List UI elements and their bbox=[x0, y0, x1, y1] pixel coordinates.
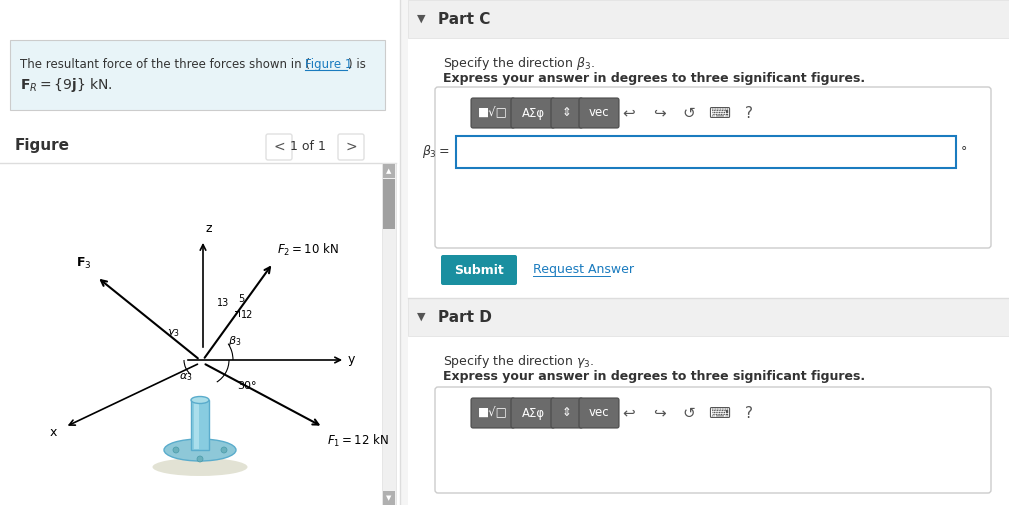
FancyBboxPatch shape bbox=[383, 164, 395, 178]
Text: Request Answer: Request Answer bbox=[533, 264, 634, 277]
FancyBboxPatch shape bbox=[471, 398, 515, 428]
FancyBboxPatch shape bbox=[408, 336, 1009, 505]
FancyBboxPatch shape bbox=[10, 40, 385, 110]
Text: ?: ? bbox=[745, 406, 753, 421]
Text: vec: vec bbox=[588, 107, 609, 120]
Text: °: ° bbox=[961, 145, 968, 159]
Text: ↪: ↪ bbox=[653, 406, 665, 421]
Text: 5: 5 bbox=[238, 294, 244, 304]
Text: ⌨: ⌨ bbox=[708, 406, 730, 421]
Text: ⌨: ⌨ bbox=[708, 106, 730, 121]
Text: Figure 1: Figure 1 bbox=[305, 58, 352, 71]
Text: 30°: 30° bbox=[237, 381, 256, 391]
FancyBboxPatch shape bbox=[441, 255, 517, 285]
Text: vec: vec bbox=[588, 407, 609, 420]
Text: $\beta_3$: $\beta_3$ bbox=[228, 334, 241, 348]
Text: 1 of 1: 1 of 1 bbox=[290, 140, 326, 154]
Text: z: z bbox=[205, 222, 212, 235]
Text: ▲: ▲ bbox=[386, 168, 391, 174]
Text: <: < bbox=[273, 140, 285, 154]
Text: ▼: ▼ bbox=[386, 495, 391, 501]
FancyBboxPatch shape bbox=[551, 98, 583, 128]
FancyBboxPatch shape bbox=[408, 38, 1009, 298]
Text: $\mathbf{F}_3$: $\mathbf{F}_3$ bbox=[77, 256, 92, 271]
Circle shape bbox=[221, 447, 227, 453]
FancyBboxPatch shape bbox=[435, 87, 991, 248]
Text: Part D: Part D bbox=[438, 310, 491, 325]
Text: $\beta_3 =$: $\beta_3 =$ bbox=[423, 143, 450, 161]
Text: ?: ? bbox=[745, 106, 753, 121]
Text: ΑΣφ: ΑΣφ bbox=[522, 107, 545, 120]
Text: $\gamma_3$: $\gamma_3$ bbox=[167, 327, 180, 339]
Text: $F_2 = 10$ kN: $F_2 = 10$ kN bbox=[277, 242, 339, 258]
FancyBboxPatch shape bbox=[511, 398, 555, 428]
Text: $F_1 = 12$ kN: $F_1 = 12$ kN bbox=[327, 433, 388, 449]
Text: Express your answer in degrees to three significant figures.: Express your answer in degrees to three … bbox=[443, 72, 865, 85]
Text: Specify the direction $\gamma_3$.: Specify the direction $\gamma_3$. bbox=[443, 353, 594, 370]
Ellipse shape bbox=[191, 396, 209, 403]
FancyBboxPatch shape bbox=[408, 298, 1009, 336]
FancyBboxPatch shape bbox=[191, 400, 209, 450]
FancyBboxPatch shape bbox=[0, 0, 400, 505]
FancyBboxPatch shape bbox=[382, 163, 396, 505]
Text: ↩: ↩ bbox=[623, 406, 636, 421]
FancyBboxPatch shape bbox=[456, 136, 956, 168]
FancyBboxPatch shape bbox=[471, 98, 515, 128]
Ellipse shape bbox=[152, 458, 247, 476]
Text: Specify the direction $\beta_3$.: Specify the direction $\beta_3$. bbox=[443, 55, 594, 72]
Text: ▼: ▼ bbox=[417, 312, 425, 322]
Text: Submit: Submit bbox=[454, 264, 503, 277]
Text: 13: 13 bbox=[217, 298, 229, 308]
Text: >: > bbox=[345, 140, 357, 154]
Text: $\alpha_3$: $\alpha_3$ bbox=[179, 371, 193, 383]
FancyBboxPatch shape bbox=[266, 134, 292, 160]
Text: ↺: ↺ bbox=[683, 406, 695, 421]
FancyBboxPatch shape bbox=[551, 398, 583, 428]
FancyBboxPatch shape bbox=[435, 387, 991, 493]
FancyBboxPatch shape bbox=[338, 134, 364, 160]
Text: ■√□: ■√□ bbox=[478, 407, 508, 420]
FancyBboxPatch shape bbox=[579, 98, 619, 128]
FancyBboxPatch shape bbox=[511, 98, 555, 128]
Text: ■√□: ■√□ bbox=[478, 107, 508, 120]
Text: ) is: ) is bbox=[348, 58, 366, 71]
Text: $\mathbf{F}_R = \{9\mathbf{j}\}$ kN.: $\mathbf{F}_R = \{9\mathbf{j}\}$ kN. bbox=[20, 76, 113, 94]
Text: ↩: ↩ bbox=[623, 106, 636, 121]
Text: x: x bbox=[49, 427, 57, 439]
FancyBboxPatch shape bbox=[579, 398, 619, 428]
Circle shape bbox=[197, 456, 203, 462]
Ellipse shape bbox=[164, 439, 236, 461]
Text: Express your answer in degrees to three significant figures.: Express your answer in degrees to three … bbox=[443, 370, 865, 383]
Text: ↺: ↺ bbox=[683, 106, 695, 121]
Text: ▼: ▼ bbox=[417, 14, 425, 24]
FancyBboxPatch shape bbox=[408, 0, 1009, 38]
Text: y: y bbox=[348, 354, 355, 367]
FancyBboxPatch shape bbox=[194, 401, 199, 449]
Text: The resultant force of the three forces shown in (: The resultant force of the three forces … bbox=[20, 58, 310, 71]
Text: Figure: Figure bbox=[15, 138, 70, 153]
Text: ⇕: ⇕ bbox=[562, 107, 572, 120]
Text: Part C: Part C bbox=[438, 12, 490, 26]
Text: ↪: ↪ bbox=[653, 106, 665, 121]
Text: 12: 12 bbox=[241, 310, 253, 320]
Circle shape bbox=[197, 438, 203, 444]
Text: ⇕: ⇕ bbox=[562, 407, 572, 420]
Circle shape bbox=[173, 447, 179, 453]
Text: ΑΣφ: ΑΣφ bbox=[522, 407, 545, 420]
FancyBboxPatch shape bbox=[383, 179, 395, 229]
FancyBboxPatch shape bbox=[383, 491, 395, 505]
